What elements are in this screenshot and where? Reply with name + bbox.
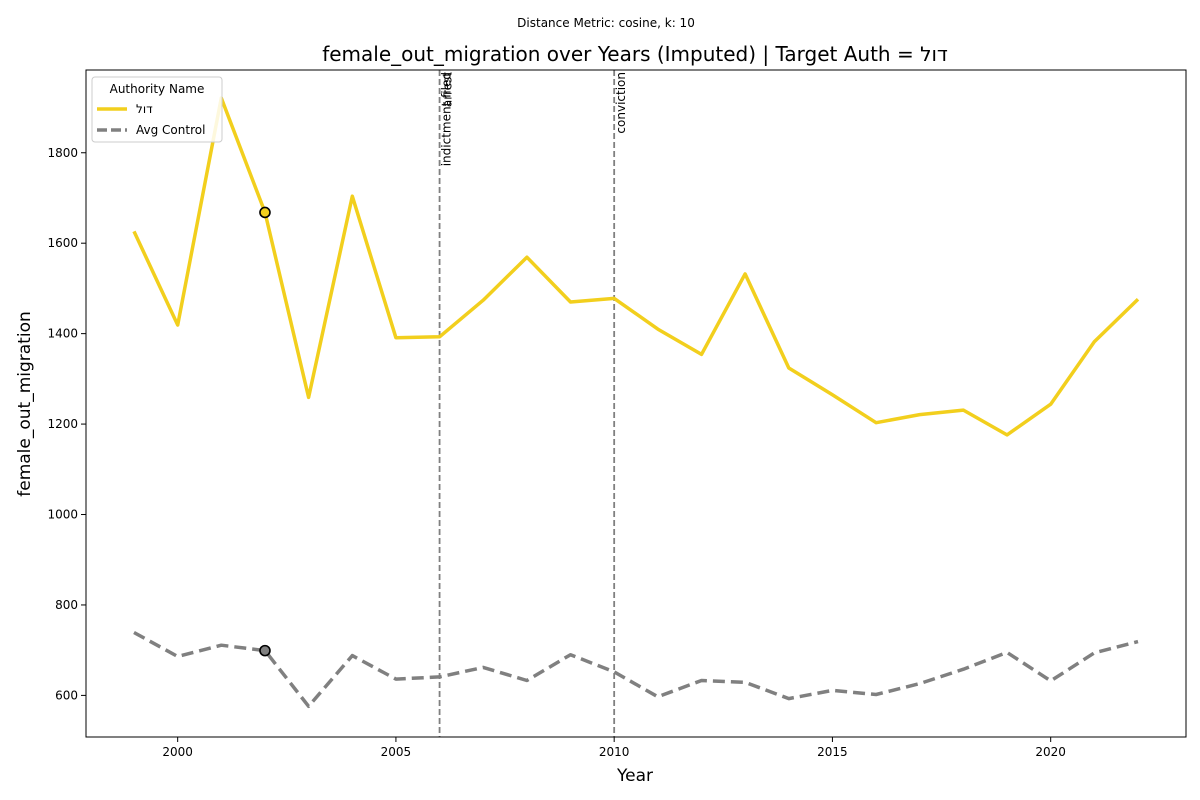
event-label: indictment filed — [440, 72, 454, 166]
legend-label: דול — [136, 102, 153, 116]
x-tick-label: 2015 — [817, 745, 848, 759]
event-label: arrest — [441, 72, 455, 107]
y-tick-label: 1400 — [47, 327, 78, 341]
y-axis-title: female_out_migration — [15, 311, 35, 497]
legend-box — [91, 76, 223, 143]
chart-title: female_out_migration over Years (Imputed… — [322, 42, 948, 66]
chart-suptitle: Distance Metric: cosine, k: 10 — [517, 16, 695, 30]
series-line-0 — [132, 96, 1140, 437]
legend: Authority Name דול Avg Control — [91, 76, 223, 143]
axes-frame — [85, 69, 1187, 738]
x-axis-title: Year — [616, 766, 653, 786]
y-tick-label: 800 — [55, 598, 78, 612]
x-tick-label: 2020 — [1035, 745, 1066, 759]
y-tick-label: 600 — [55, 688, 78, 702]
event-label: conviction — [614, 72, 628, 134]
highlight-marker — [259, 206, 271, 219]
y-tick-label: 1800 — [47, 146, 78, 160]
x-tick-label: 2010 — [599, 745, 630, 759]
x-tick-label: 2000 — [162, 745, 193, 759]
y-tick-label: 1200 — [47, 417, 78, 431]
highlight-marker — [259, 644, 271, 657]
legend-title: Authority Name — [110, 82, 205, 96]
series-line-1 — [133, 630, 1139, 709]
y-tick-label: 1600 — [47, 236, 78, 250]
legend-label: Avg Control — [136, 123, 205, 137]
x-tick-label: 2005 — [381, 745, 412, 759]
y-tick-label: 1000 — [47, 508, 78, 522]
